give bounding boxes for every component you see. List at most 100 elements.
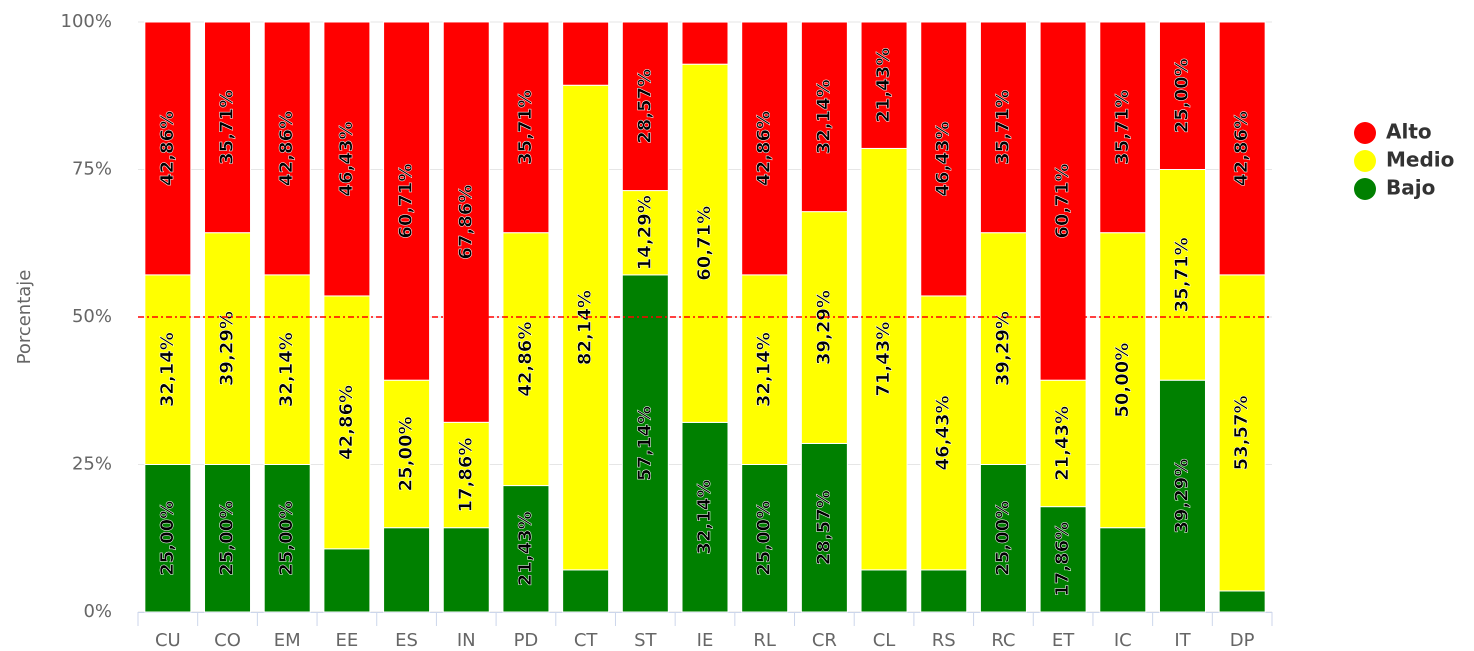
- data-label: 17,86%: [1052, 522, 1073, 597]
- data-label: 14,29%: [634, 195, 655, 270]
- x-tick-label: CT: [574, 630, 599, 651]
- bar-segment: [621, 190, 669, 276]
- x-tick-label: CO: [214, 630, 241, 651]
- data-label: 21,43%: [515, 511, 536, 586]
- bar-segment: [502, 232, 550, 487]
- bar-segment: [979, 21, 1027, 234]
- data-label: 46,43%: [933, 121, 954, 196]
- bar-segment: [144, 274, 192, 465]
- bar-segment: [741, 274, 789, 465]
- data-label: 39,29%: [813, 290, 834, 365]
- x-tick-label: CL: [873, 630, 896, 651]
- bar-segment: [144, 21, 192, 276]
- data-label: 32,14%: [813, 79, 834, 154]
- data-label: 32,14%: [276, 332, 297, 407]
- bar-segment: [562, 569, 610, 613]
- data-label: 25,00%: [157, 501, 178, 576]
- bar-segment: [1099, 232, 1147, 529]
- data-label: 17,86%: [455, 438, 476, 513]
- data-label: 46,43%: [933, 395, 954, 470]
- x-tick-label: ES: [395, 630, 418, 651]
- bar-segment: [204, 21, 252, 234]
- data-label: 39,29%: [1171, 459, 1192, 534]
- bar-segment: [621, 21, 669, 192]
- bar-segment: [144, 464, 192, 613]
- y-axis-label: Porcentaje: [14, 270, 35, 365]
- legend-label: Medio: [1386, 148, 1454, 172]
- data-label: 57,14%: [634, 406, 655, 481]
- data-label: 35,71%: [1112, 90, 1133, 165]
- bar-segment: [1099, 527, 1147, 613]
- data-label: 35,71%: [992, 90, 1013, 165]
- bar-segment: [204, 464, 252, 613]
- bar-segment: [1218, 274, 1266, 592]
- x-tick-label: EM: [274, 630, 301, 651]
- data-label: 25,00%: [217, 501, 238, 576]
- data-label: 60,71%: [1052, 164, 1073, 239]
- x-tick-label: PD: [514, 630, 539, 651]
- data-label: 25,00%: [754, 501, 775, 576]
- y-tick-label: 0%: [83, 601, 112, 622]
- x-tick-label: ST: [634, 630, 657, 651]
- x-tick-label: EE: [336, 630, 359, 651]
- data-label: 42,86%: [515, 322, 536, 397]
- bar-segment: [681, 21, 729, 65]
- data-label: 32,14%: [694, 480, 715, 555]
- bar-segment: [621, 274, 669, 613]
- data-label: 67,86%: [455, 185, 476, 260]
- bar-segment: [1039, 21, 1087, 381]
- x-tick-label: RL: [753, 630, 776, 651]
- legend-label: Alto: [1386, 120, 1432, 144]
- data-label: 50,00%: [1112, 343, 1133, 418]
- bar-segment: [681, 421, 729, 613]
- data-label: 32,14%: [157, 332, 178, 407]
- x-tick-label: DP: [1230, 630, 1255, 651]
- bar-segment: [681, 63, 729, 423]
- bar-segment: [1218, 21, 1266, 276]
- bar-segment: [1099, 21, 1147, 234]
- bar-segment: [323, 295, 371, 550]
- bar-segment: [1039, 379, 1087, 508]
- bar-segment: [442, 421, 490, 529]
- x-tick-label: IC: [1114, 630, 1132, 651]
- bar-segment: [1158, 169, 1206, 381]
- x-tick-label: RS: [932, 630, 956, 651]
- bar-segment: [1158, 379, 1206, 613]
- x-tick-label: CU: [155, 630, 181, 651]
- legend-marker: [1354, 150, 1376, 172]
- bar-segment: [800, 211, 848, 444]
- bar-segment: [204, 232, 252, 465]
- y-tick-label: 25%: [72, 454, 112, 475]
- data-label: 35,71%: [515, 90, 536, 165]
- data-label: 42,86%: [276, 111, 297, 186]
- bar-segment: [860, 21, 908, 149]
- x-tick-label: IT: [1174, 630, 1191, 651]
- data-label: 21,43%: [1052, 406, 1073, 481]
- bar-segment: [1218, 590, 1266, 613]
- bar-segment: [860, 569, 908, 613]
- data-label: 60,71%: [396, 164, 417, 239]
- bar-segment: [263, 464, 311, 613]
- bar-segment: [920, 569, 968, 613]
- data-label: 28,57%: [813, 490, 834, 565]
- data-label: 35,71%: [217, 90, 238, 165]
- data-label: 21,43%: [873, 48, 894, 123]
- y-tick-label: 100%: [61, 11, 112, 32]
- bar-segment: [562, 21, 610, 86]
- data-label: 35,71%: [1171, 237, 1192, 312]
- bar-segment: [979, 232, 1027, 465]
- x-tick-label: CR: [812, 630, 837, 651]
- bar-segment: [920, 21, 968, 297]
- data-label: 42,86%: [157, 111, 178, 186]
- legend-label: Bajo: [1386, 176, 1435, 200]
- bar-segment: [1158, 21, 1206, 170]
- bar-segment: [323, 21, 371, 297]
- data-label: 25,00%: [992, 501, 1013, 576]
- bar-segment: [1039, 506, 1087, 613]
- data-label: 60,71%: [694, 206, 715, 281]
- x-tick-label: IE: [697, 630, 714, 651]
- data-label: 82,14%: [575, 290, 596, 365]
- bar-segment: [323, 548, 371, 613]
- data-label: 25,00%: [1171, 58, 1192, 133]
